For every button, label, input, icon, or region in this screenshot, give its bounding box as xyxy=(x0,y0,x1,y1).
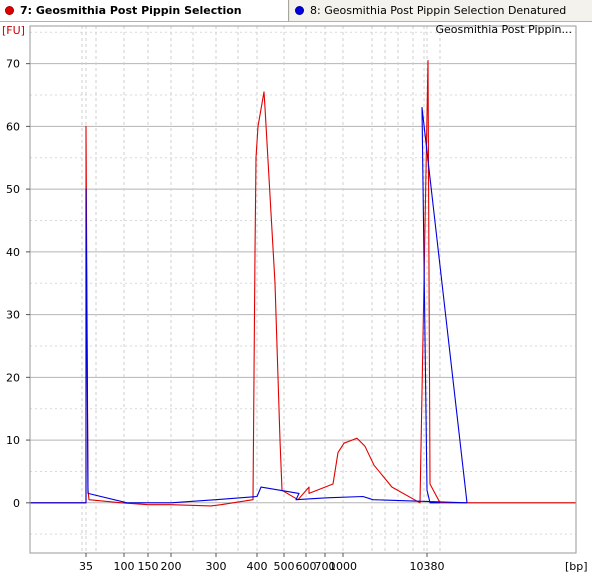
x-tick-label: 600 xyxy=(296,560,317,573)
sample-tab-bar: 7: Geosmithia Post Pippin Selection 8: G… xyxy=(0,0,592,22)
x-axis-unit-label: [bp] xyxy=(565,560,588,573)
electropherogram-chart: 0 10 20 30 40 50 60 70 35 100 150 200 300 400 500 6007… xyxy=(2,23,588,573)
tab-sample-8-label: 8: Geosmithia Post Pippin Selection Dena… xyxy=(310,4,567,17)
y-tick-label: 50 xyxy=(6,183,20,196)
series-layer xyxy=(30,59,576,507)
x-tick-label: 150 xyxy=(138,560,159,573)
series-line xyxy=(30,107,468,504)
red-dot-icon xyxy=(5,6,14,15)
y-tick-label: 30 xyxy=(6,309,20,322)
x-tick-label: 700 xyxy=(315,560,336,573)
x-tick-label: 100 xyxy=(114,560,135,573)
plot-frame xyxy=(29,25,577,554)
x-tick-label: 1000 xyxy=(329,560,357,573)
tab-sample-7[interactable]: 7: Geosmithia Post Pippin Selection xyxy=(0,0,289,21)
series-line xyxy=(30,59,576,507)
plot-background xyxy=(30,26,576,553)
y-tick-label: 70 xyxy=(6,58,20,71)
y-axis-unit-label: [FU] xyxy=(2,24,25,37)
horizontal-gridlines xyxy=(30,31,576,535)
y-tick-label: 40 xyxy=(6,246,20,259)
x-tick-label: 500 xyxy=(274,560,295,573)
tab-sample-7-label: 7: Geosmithia Post Pippin Selection xyxy=(20,4,242,17)
blue-dot-icon xyxy=(295,6,304,15)
x-tick-label: 300 xyxy=(206,560,227,573)
x-tick-label: 200 xyxy=(161,560,182,573)
y-axis-ticks: 0 10 20 30 40 50 60 70 xyxy=(6,58,30,510)
y-tick-label: 20 xyxy=(6,371,20,384)
x-tick-label: 10380 xyxy=(410,560,445,573)
y-tick-label: 0 xyxy=(13,497,20,510)
x-tick-label: 400 xyxy=(247,560,268,573)
chart-title: Geosmithia Post Pippin... xyxy=(435,23,572,36)
y-tick-label: 60 xyxy=(6,120,20,133)
x-tick-label: 35 xyxy=(79,560,93,573)
y-tick-label: 10 xyxy=(6,434,20,447)
tab-sample-8[interactable]: 8: Geosmithia Post Pippin Selection Dena… xyxy=(290,0,592,21)
